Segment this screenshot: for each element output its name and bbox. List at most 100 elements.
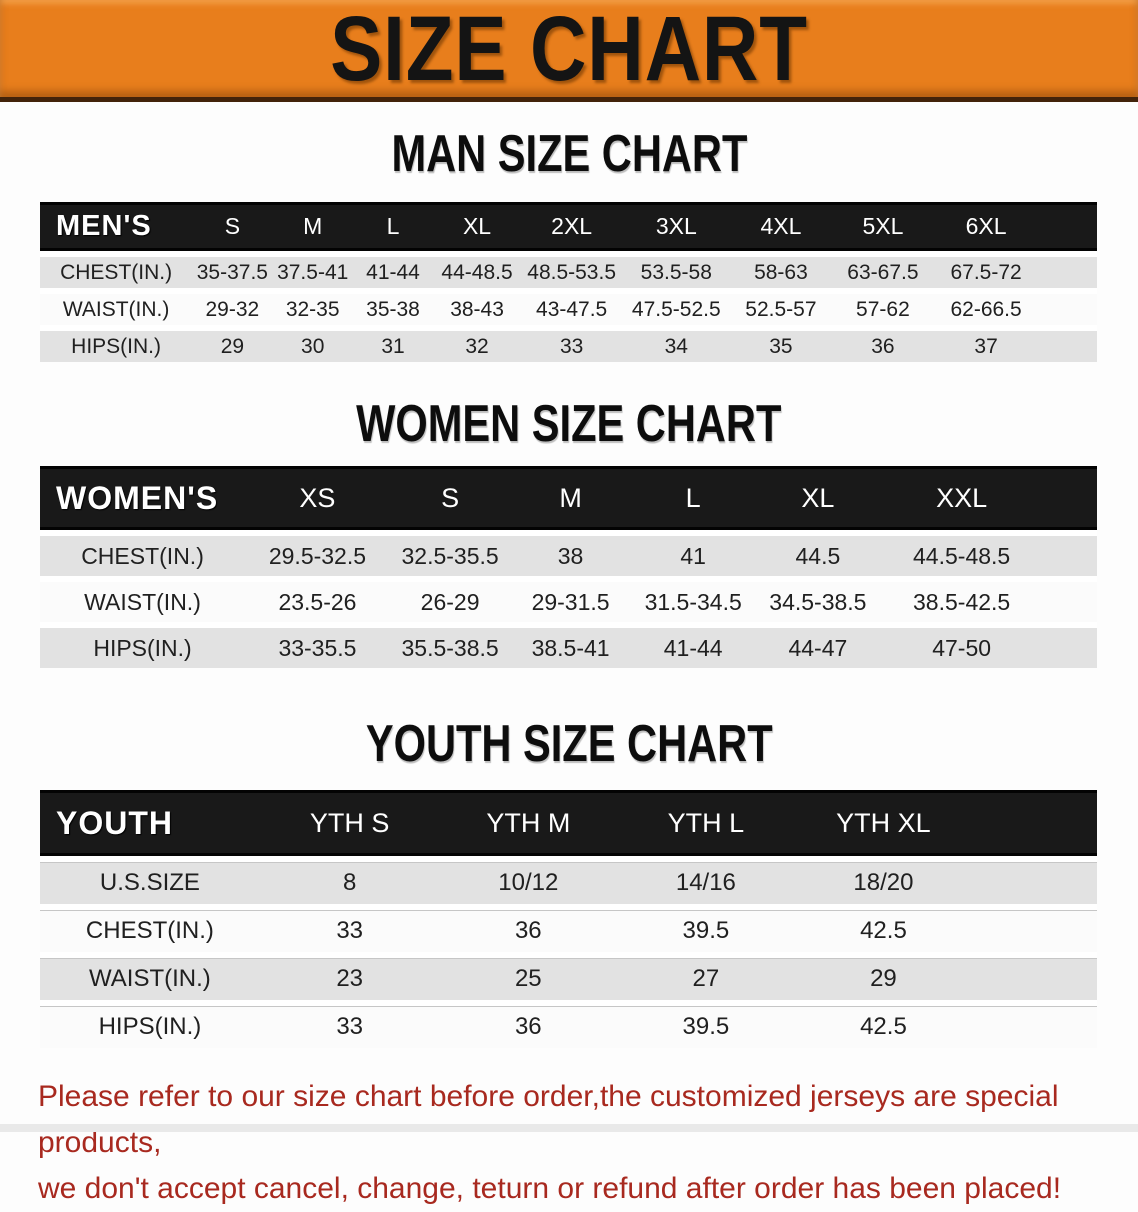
men-hips-row: HIPS(IN.) 29 30 31 32 33 34 35 36 37 [40,325,1097,362]
men-size-col-3xl: 3XL [622,202,731,251]
spacer-cell [972,904,1097,952]
youth-size-col-m: YTH M [439,790,618,856]
table-cell: 38.5-41 [510,622,631,668]
table-cell: 36 [439,1000,618,1048]
row-label: CHEST(IN.) [40,251,193,288]
row-label: CHEST(IN.) [40,904,260,952]
spacer-cell [972,1000,1097,1048]
women-header-row: WOMEN'S XS S M L XL XXL [40,466,1097,530]
table-cell: 25 [439,952,618,1000]
women-waist-row: WAIST(IN.) 23.5-26 26-29 29-31.5 31.5-34… [40,576,1097,622]
youth-size-col-s: YTH S [259,790,440,856]
men-header-row: MEN'S S M L XL 2XL 3XL 4XL 5XL 6XL [40,202,1097,251]
men-size-col-xl: XL [433,202,521,251]
banner-title: SIZE CHART [330,0,808,100]
size-chart-banner: SIZE CHART [0,0,1138,102]
row-label: HIPS(IN.) [40,622,246,668]
youth-section-title: YOUTH SIZE CHART [365,715,773,773]
men-size-col-m: M [272,202,353,251]
youth-size-col-xl: YTH XL [794,790,973,856]
table-cell: 39.5 [617,1000,795,1048]
men-size-table: MEN'S S M L XL 2XL 3XL 4XL 5XL 6XL CHEST… [40,202,1097,362]
youth-header-label: YOUTH [40,790,260,856]
youth-size-col-l: YTH L [617,790,795,856]
table-cell: 42.5 [794,1000,973,1048]
bottom-edge-strip [0,1124,1138,1132]
table-cell: 34 [622,325,731,362]
table-cell: 31 [352,325,434,362]
table-cell: 8 [259,856,440,904]
table-cell: 53.5-58 [622,251,731,288]
table-cell: 23 [259,952,440,1000]
youth-header-row: YOUTH YTH S YTH M YTH L YTH XL [40,790,1097,856]
table-cell: 37 [934,325,1097,362]
table-cell: 34.5-38.5 [755,576,881,622]
row-label: HIPS(IN.) [40,325,193,362]
table-cell: 63-67.5 [831,251,935,288]
table-cell: 36 [831,325,935,362]
table-cell: 32-35 [272,288,353,325]
table-cell: 18/20 [794,856,973,904]
women-size-col-xs: XS [245,466,390,530]
youth-size-table: YOUTH YTH S YTH M YTH L YTH XL U.S.SIZE … [40,790,1097,1048]
men-size-col-5xl: 5XL [831,202,935,251]
table-cell: 57-62 [831,288,935,325]
youth-hips-row: HIPS(IN.) 33 36 39.5 42.5 [40,1000,1097,1048]
row-label: U.S.SIZE [40,856,260,904]
table-cell: 62-66.5 [934,288,1097,325]
table-cell: 27 [617,952,795,1000]
table-cell: 10/12 [439,856,618,904]
spacer-cell [972,856,1097,904]
table-cell: 38-43 [433,288,521,325]
disclaimer-line-1: Please refer to our size chart before or… [38,1080,1059,1159]
table-cell: 33-35.5 [245,622,390,668]
table-cell: 14/16 [617,856,795,904]
table-cell: 58-63 [730,251,832,288]
table-cell: 44-47 [755,622,881,668]
table-cell: 43-47.5 [520,288,623,325]
women-size-table: WOMEN'S XS S M L XL XXL CHEST(IN.) 29.5-… [40,466,1097,668]
table-cell: 35-37.5 [192,251,273,288]
table-cell: 31.5-34.5 [630,576,756,622]
table-cell: 48.5-53.5 [520,251,623,288]
table-cell: 35.5-38.5 [389,622,511,668]
men-header-label: MEN'S [40,202,193,251]
table-cell: 44.5-48.5 [880,530,1097,576]
youth-waist-row: WAIST(IN.) 23 25 27 29 [40,952,1097,1000]
women-hips-row: HIPS(IN.) 33-35.5 35.5-38.5 38.5-41 41-4… [40,622,1097,668]
table-cell: 32.5-35.5 [389,530,511,576]
women-size-col-m: M [510,466,631,530]
table-cell: 67.5-72 [934,251,1097,288]
table-cell: 38.5-42.5 [880,576,1097,622]
table-cell: 33 [259,1000,440,1048]
table-cell: 38 [510,530,631,576]
men-size-col-l: L [352,202,434,251]
table-cell: 23.5-26 [245,576,390,622]
row-label: HIPS(IN.) [40,1000,260,1048]
table-cell: 33 [520,325,623,362]
women-size-col-xxl: XXL [880,466,1097,530]
table-cell: 30 [272,325,353,362]
men-size-col-4xl: 4XL [730,202,832,251]
women-section-title: WOMEN SIZE CHART [356,395,782,453]
table-cell: 29-32 [192,288,273,325]
women-size-col-xl: XL [755,466,881,530]
row-label: WAIST(IN.) [40,952,260,1000]
table-cell: 29.5-32.5 [245,530,390,576]
table-cell: 29 [794,952,973,1000]
row-label: WAIST(IN.) [40,576,246,622]
table-cell: 33 [259,904,440,952]
women-header-label: WOMEN'S [40,466,246,530]
table-cell: 29-31.5 [510,576,631,622]
table-cell: 29 [192,325,273,362]
table-cell: 41-44 [630,622,756,668]
table-cell: 41 [630,530,756,576]
women-size-col-s: S [389,466,511,530]
table-cell: 47-50 [880,622,1097,668]
table-cell: 37.5-41 [272,251,353,288]
men-size-col-s: S [192,202,273,251]
men-size-col-2xl: 2XL [520,202,623,251]
table-cell: 44-48.5 [433,251,521,288]
table-cell: 32 [433,325,521,362]
table-cell: 44.5 [755,530,881,576]
